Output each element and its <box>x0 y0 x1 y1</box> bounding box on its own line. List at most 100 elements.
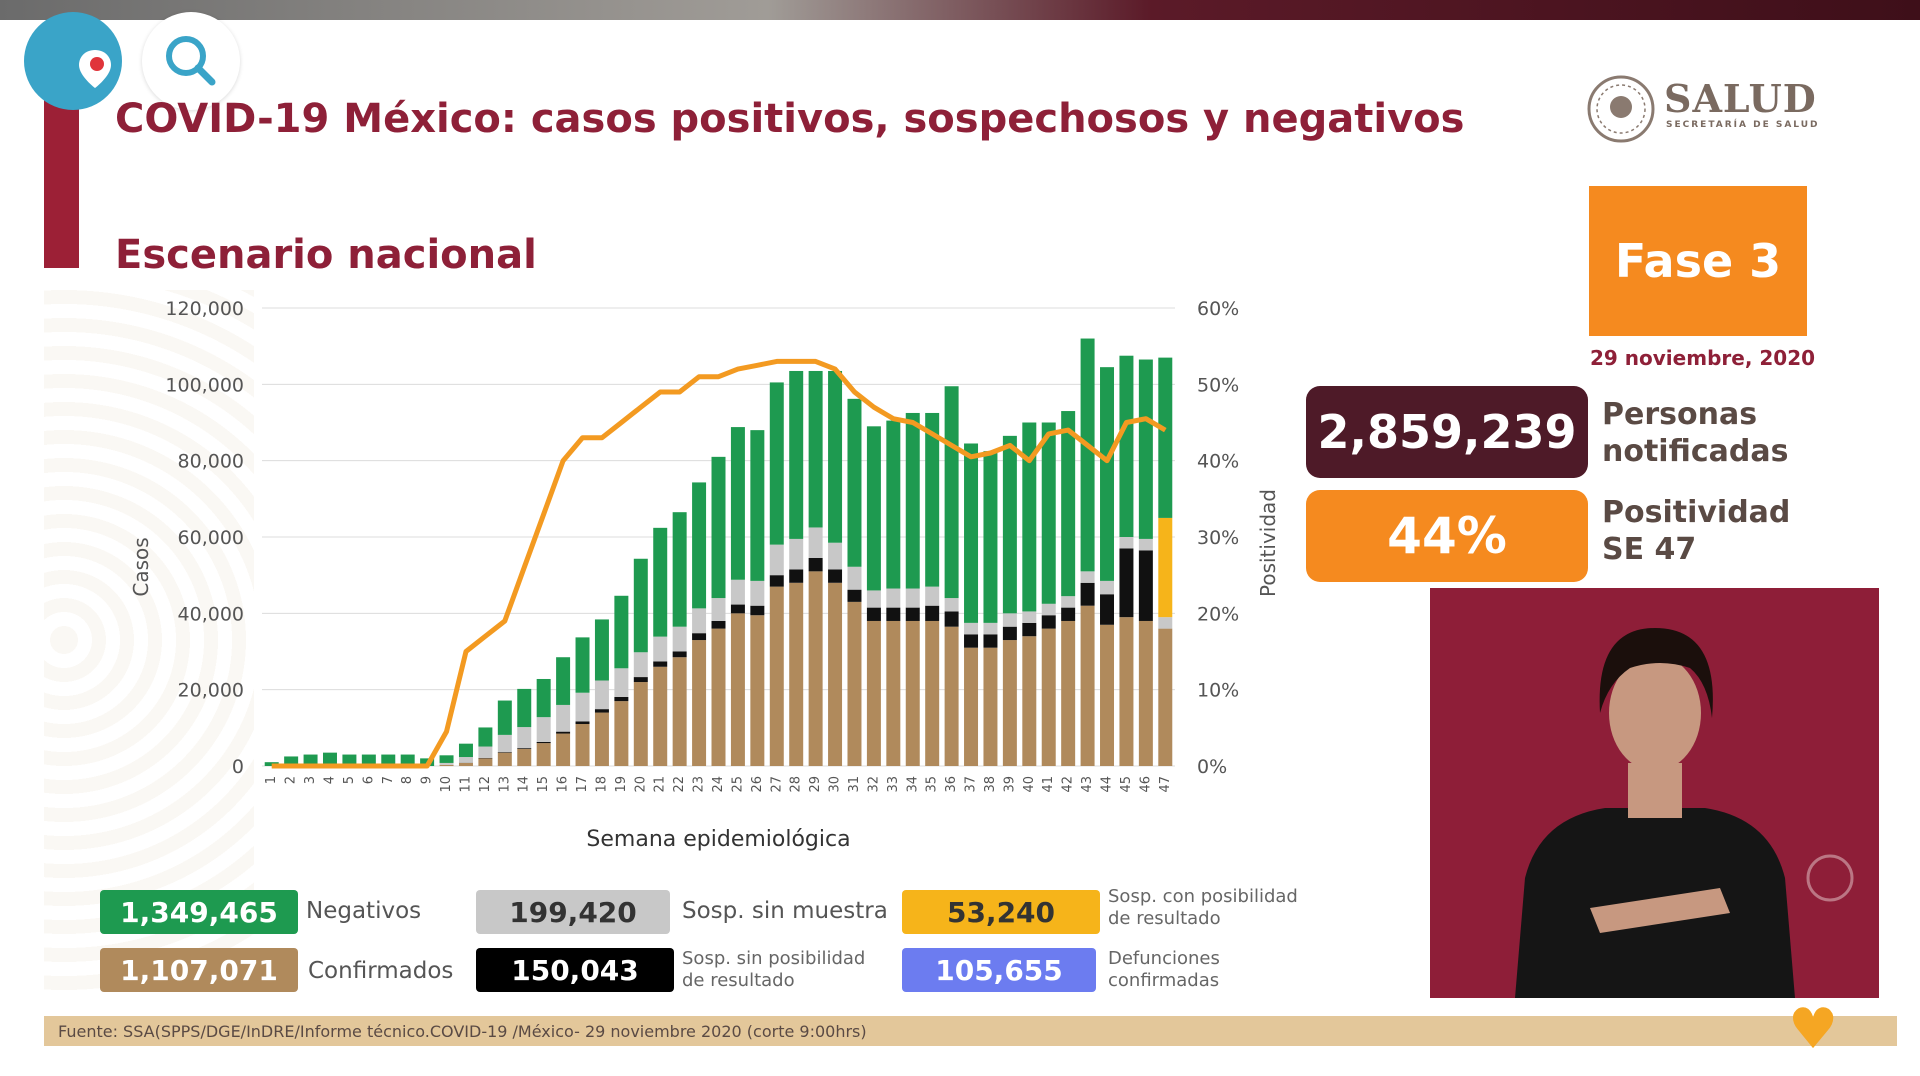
positivity-label: Positividad SE 47 <box>1602 494 1790 568</box>
positivity-label-line1: Positividad <box>1602 495 1791 530</box>
search-button[interactable] <box>142 12 240 110</box>
bar-segment <box>594 619 609 681</box>
x-tick-label: 30 <box>828 776 843 793</box>
bar-segment <box>711 620 726 629</box>
bar-segment <box>769 544 784 576</box>
bar-segment <box>750 615 765 766</box>
bar-segment <box>983 647 998 766</box>
periscope-button[interactable] <box>24 12 122 110</box>
bar-segment <box>478 727 493 747</box>
bar-segment <box>1061 620 1076 766</box>
bar-segment <box>847 398 862 567</box>
bar-segment <box>497 752 512 753</box>
salud-logo-text: SALUD <box>1664 76 1817 121</box>
bar-segment <box>750 430 765 581</box>
report-date: 29 noviembre, 2020 <box>1590 346 1816 370</box>
x-tick-label: 31 <box>847 776 862 793</box>
y-tick-label: 100,000 <box>165 374 244 396</box>
bar-segment <box>1100 580 1115 595</box>
bar-segment <box>964 647 979 766</box>
bar-segment <box>556 733 571 766</box>
sosp-sin-muestra-value: 199,420 <box>476 890 670 934</box>
bar-segment <box>925 620 940 766</box>
bar-segment <box>633 652 648 678</box>
y-tick-label: 40,000 <box>178 603 244 625</box>
bar-segment <box>964 622 979 635</box>
x-tick-label: 35 <box>925 776 940 793</box>
bar-segment <box>983 451 998 623</box>
sign-language-video <box>1430 588 1879 998</box>
bar-segment <box>983 634 998 648</box>
bar-segment <box>594 680 609 710</box>
bar-segment <box>536 717 551 742</box>
bar-segment <box>653 661 668 667</box>
bar-segment <box>1158 617 1173 629</box>
x-axis-label: Semana epidemiológica <box>586 827 850 852</box>
bar-segment <box>905 412 920 589</box>
bar-segment <box>478 758 493 766</box>
bar-segment <box>517 748 532 766</box>
x-tick-label: 5 <box>342 776 357 784</box>
bar-segment <box>886 420 901 589</box>
bar-segment <box>886 588 901 608</box>
x-tick-label: 40 <box>1022 776 1037 793</box>
bar-segment <box>808 557 823 572</box>
chart-subtitle: Escenario nacional <box>115 232 537 278</box>
bar-segment <box>866 607 881 621</box>
bar-segment <box>653 636 668 662</box>
bar-segment <box>944 626 959 766</box>
x-tick-label: 28 <box>789 776 804 793</box>
bar-segment <box>517 748 532 749</box>
confirmados-value: 1,107,071 <box>100 948 298 992</box>
negativos-value: 1,349,465 <box>100 890 298 934</box>
bar-segment <box>439 755 454 763</box>
y-axis-label: Casos <box>129 537 153 596</box>
bar-segment <box>905 588 920 608</box>
y-tick-label: 80,000 <box>178 451 244 473</box>
heart-icon[interactable]: ♥ <box>1788 997 1839 1062</box>
bar-segment <box>964 634 979 648</box>
x-tick-label: 38 <box>983 776 998 793</box>
bar-segment <box>439 764 454 766</box>
sosp-con-posibilidad-label: Sosp. con posibilidad de resultado <box>1108 886 1298 930</box>
bar-segment <box>905 607 920 621</box>
bar-segment <box>381 754 396 766</box>
sosp-sin-posibilidad-label-line2: de resultado <box>682 970 795 991</box>
x-tick-label: 23 <box>692 776 707 793</box>
bar-segment <box>1100 624 1115 766</box>
bar-segment <box>1100 594 1115 625</box>
bar-segment <box>536 741 551 744</box>
bar-segment <box>1119 548 1134 618</box>
bar-segment <box>730 579 745 605</box>
bar-segment <box>1002 435 1017 614</box>
bar-segment <box>828 542 843 570</box>
x-tick-label: 12 <box>478 776 493 793</box>
bar-segment <box>789 538 804 570</box>
bar-segment <box>964 443 979 623</box>
bar-segment <box>1002 626 1017 641</box>
positivity-value: 44% <box>1306 490 1588 582</box>
salud-logo-subtext: SECRETARÍA DE SALUD <box>1666 120 1820 130</box>
bar-segment <box>808 571 823 766</box>
bar-segment <box>1022 622 1037 637</box>
bar-segment <box>750 605 765 616</box>
defunciones-label: Defunciones confirmadas <box>1108 948 1220 992</box>
bar-segment <box>944 386 959 599</box>
x-tick-label: 43 <box>1080 776 1095 793</box>
x-tick-label: 44 <box>1100 776 1115 793</box>
interpreter-figure <box>1430 588 1879 998</box>
bar-segment <box>284 756 299 766</box>
bar-segment <box>594 709 609 713</box>
x-tick-label: 1 <box>264 776 279 784</box>
bar-segment <box>1022 611 1037 623</box>
bar-segment <box>556 731 571 734</box>
background-pattern <box>44 290 254 990</box>
x-tick-label: 37 <box>964 776 979 793</box>
x-tick-label: 6 <box>361 776 376 784</box>
x-tick-label: 8 <box>400 776 415 784</box>
x-tick-label: 19 <box>614 776 629 793</box>
bar-segment <box>925 412 940 587</box>
x-tick-label: 16 <box>556 776 571 793</box>
bar-segment <box>905 620 920 766</box>
x-tick-label: 17 <box>575 776 590 793</box>
